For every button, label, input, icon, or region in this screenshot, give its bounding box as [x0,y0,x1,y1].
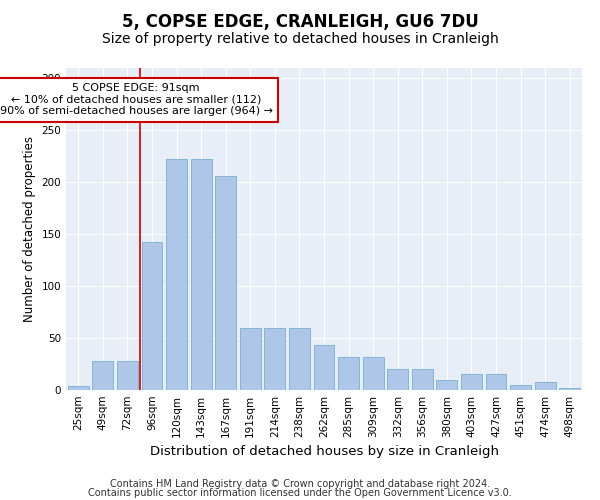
Text: 5, COPSE EDGE, CRANLEIGH, GU6 7DU: 5, COPSE EDGE, CRANLEIGH, GU6 7DU [122,12,478,30]
Bar [117,361,138,390]
Bar [461,374,482,390]
Bar [559,388,580,390]
Bar [338,356,359,390]
Bar [240,328,261,390]
Bar [510,385,531,390]
Bar [142,242,163,390]
Text: Contains public sector information licensed under the Open Government Licence v3: Contains public sector information licen… [88,488,512,498]
Y-axis label: Number of detached properties: Number of detached properties [23,136,36,322]
Bar [387,369,408,390]
Bar [412,369,433,390]
Text: Contains HM Land Registry data © Crown copyright and database right 2024.: Contains HM Land Registry data © Crown c… [110,479,490,489]
Bar [362,356,383,390]
Bar [289,328,310,390]
Text: Size of property relative to detached houses in Cranleigh: Size of property relative to detached ho… [101,32,499,46]
Bar [215,176,236,390]
Bar [436,380,457,390]
Bar [191,159,212,390]
Bar [265,328,286,390]
Bar [535,382,556,390]
Bar [92,361,113,390]
Bar [68,386,89,390]
Bar [314,346,334,390]
X-axis label: Distribution of detached houses by size in Cranleigh: Distribution of detached houses by size … [149,446,499,458]
Bar [166,159,187,390]
Bar [485,374,506,390]
Text: 5 COPSE EDGE: 91sqm
← 10% of detached houses are smaller (112)
90% of semi-detac: 5 COPSE EDGE: 91sqm ← 10% of detached ho… [0,83,272,116]
